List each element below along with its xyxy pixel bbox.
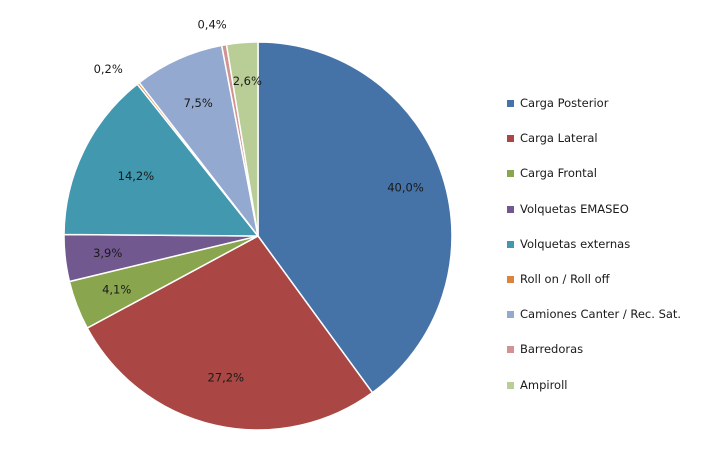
pie-data-label: 14,2% xyxy=(118,169,155,183)
legend-item: Barredoras xyxy=(507,340,712,375)
legend-label: Roll on / Roll off xyxy=(520,271,610,286)
legend-item: Ampiroll xyxy=(507,376,712,411)
pie-data-label: 2,6% xyxy=(233,74,262,88)
legend-label: Camiones Canter / Rec. Sat. xyxy=(520,307,682,322)
legend-item: Roll on / Roll off xyxy=(507,270,712,305)
legend-label: Volquetas EMASEO xyxy=(520,201,629,216)
legend-item: Volquetas EMASEO xyxy=(507,200,712,235)
legend-swatch xyxy=(507,135,514,143)
pie-data-label: 3,9% xyxy=(93,246,122,260)
legend-item: Carga Lateral xyxy=(507,129,712,164)
legend-label: Volquetas externas xyxy=(520,236,631,251)
pie-data-label: 40,0% xyxy=(387,180,424,194)
pie-slice xyxy=(86,235,374,431)
pie-data-label: 0,4% xyxy=(197,18,226,32)
pie-data-labels: 40,0% 27,2% 4,1% 3,9% 14,2% 0,2% 7,5% 0,4% 2,6% xyxy=(93,18,424,385)
legend-swatch xyxy=(507,240,514,248)
pie-slice xyxy=(63,83,260,237)
chart-legend: Carga Posterior Carga Lateral Carga Fronta… xyxy=(507,94,712,411)
legend-item: Carga Posterior xyxy=(507,94,712,129)
pie-slice xyxy=(225,41,259,237)
legend-swatch xyxy=(507,205,514,213)
legend-swatch xyxy=(507,275,514,283)
legend-label: Ampiroll xyxy=(520,377,568,392)
pie-slice xyxy=(257,41,453,394)
legend-swatch xyxy=(507,100,514,107)
legend-label: Carga Frontal xyxy=(520,166,597,181)
legend-swatch xyxy=(507,381,514,389)
legend-label: Barredoras xyxy=(520,342,584,357)
pie-data-label: 7,5% xyxy=(184,96,213,110)
pie-data-label: 4,1% xyxy=(102,283,131,297)
legend-swatch xyxy=(507,170,514,178)
legend-label: Carga Posterior xyxy=(520,96,609,110)
legend-item: Camiones Canter / Rec. Sat. xyxy=(507,305,712,340)
legend-item: Volquetas externas xyxy=(507,235,712,270)
legend-swatch xyxy=(507,311,514,319)
legend-swatch xyxy=(507,346,514,354)
legend-item: Carga Frontal xyxy=(507,164,712,199)
pie-data-label: 27,2% xyxy=(208,370,245,384)
pie-slices xyxy=(63,41,453,431)
legend-label: Carga Lateral xyxy=(520,131,598,146)
pie-data-label: 0,2% xyxy=(94,62,123,76)
